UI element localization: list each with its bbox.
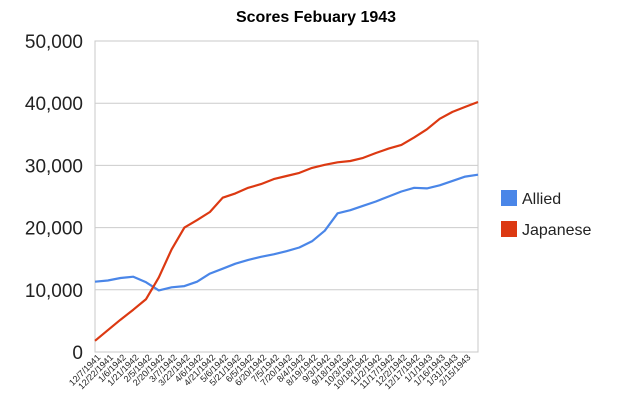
y-tick-label: 20,000	[25, 219, 83, 240]
series-line-allied	[94, 173, 479, 292]
series-line-japanese	[94, 100, 479, 342]
legend-label-japanese: Japanese	[522, 222, 591, 239]
gridlines	[95, 102, 478, 291]
y-axis: 0 10,000 20,000 30,000 40,000 50,000	[25, 32, 83, 364]
legend-swatch-allied	[501, 190, 517, 206]
legend-swatch-japanese	[501, 221, 517, 237]
plot-area	[94, 40, 479, 353]
legend: Allied Japanese	[501, 190, 591, 239]
legend-label-allied: Allied	[522, 191, 561, 208]
x-axis: 12/7/194112/22/19411/6/19421/21/19422/5/…	[67, 352, 473, 391]
chart-title: Scores Febuary 1943	[236, 9, 396, 26]
y-tick-label: 50,000	[25, 32, 83, 53]
y-tick-label: 10,000	[25, 281, 83, 302]
y-tick-label: 30,000	[25, 156, 83, 177]
y-tick-label: 0	[72, 343, 83, 364]
series-lines	[94, 100, 479, 342]
y-tick-label: 40,000	[25, 94, 83, 115]
